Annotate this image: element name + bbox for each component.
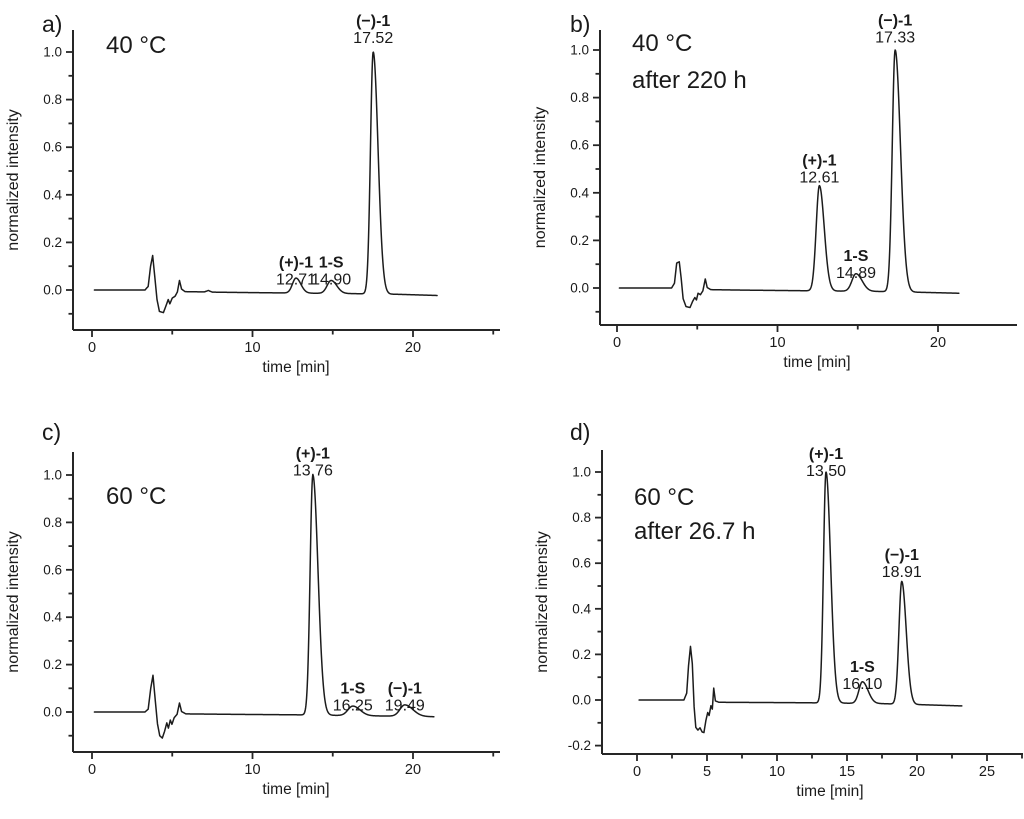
y-tick-label: 0.0 xyxy=(570,281,589,296)
panel-letter: d) xyxy=(570,419,590,445)
y-tick-label: 0.6 xyxy=(572,556,591,571)
y-tick-label: 1.0 xyxy=(43,468,62,483)
panel-letter: a) xyxy=(42,11,62,37)
x-axis-title: time [min] xyxy=(796,783,863,800)
chromatogram-svg: 0 5 10 15 20 25 1.0 0.8 0.6 0.4 0.2 0.0 -0.2 time [mi… xyxy=(534,419,1023,800)
peak-rt-label: 17.52 xyxy=(353,30,393,47)
peak-rt-label: 14.89 xyxy=(836,265,876,282)
y-tick-label: 1.0 xyxy=(572,465,591,480)
x-axis-title: time [min] xyxy=(783,354,850,371)
peak-name-label: (−)-1 xyxy=(885,547,919,564)
panel-condition-text: after 26.7 h xyxy=(634,518,755,545)
y-tick-label: 0.0 xyxy=(43,705,62,720)
x-tick-label: 10 xyxy=(769,764,785,780)
y-tick-label: 1.0 xyxy=(43,45,62,60)
y-tick-label: 0.2 xyxy=(43,657,62,672)
y-tick-label: 0.6 xyxy=(43,140,62,155)
peak-rt-label: 13.76 xyxy=(293,463,333,480)
peak-name-label: 1-S xyxy=(340,680,365,697)
y-tick-label: 0.2 xyxy=(572,647,591,662)
x-axis-title: time [min] xyxy=(262,781,329,798)
y-axis-title: normalized intensity xyxy=(534,531,551,672)
peak-name-label: 1-S xyxy=(850,659,875,676)
y-tick-label: 0.8 xyxy=(43,515,62,530)
figure-panel-d: 0 5 10 15 20 25 1.0 0.8 0.6 0.4 0.2 0.0 -0.2 time [mi… xyxy=(512,407,1024,814)
panel-letter: c) xyxy=(42,419,61,445)
x-tick-label: 25 xyxy=(979,764,995,780)
y-axis-title: normalized intensity xyxy=(532,107,549,248)
x-tick-label: 15 xyxy=(839,764,855,780)
panel-condition-text: 60 °C xyxy=(106,483,166,510)
x-tick-label: 20 xyxy=(405,762,421,778)
chromatogram-trace xyxy=(638,471,963,734)
y-tick-label: 0.0 xyxy=(572,693,591,708)
y-tick-label: -0.2 xyxy=(568,738,591,753)
y-tick-label: 0.4 xyxy=(43,610,62,625)
peak-rt-label: 12.71 xyxy=(276,272,316,289)
chromatogram-svg: 0 10 20 1.0 0.8 0.6 0.4 0.2 0.0 time [min] normali… xyxy=(5,419,500,798)
peak-rt-label: 16.10 xyxy=(842,676,882,693)
y-tick-label: 0.2 xyxy=(43,235,62,250)
peak-rt-label: 18.91 xyxy=(882,564,922,581)
x-tick-label: 0 xyxy=(633,764,641,780)
panel-condition-text: 40 °C xyxy=(632,30,692,57)
x-tick-label: 20 xyxy=(405,340,421,356)
peak-name-label: (−)-1 xyxy=(356,13,390,30)
peak-name-label: (+)-1 xyxy=(279,255,313,272)
y-axis-title: normalized intensity xyxy=(5,109,22,250)
panel-condition-text: after 220 h xyxy=(632,67,747,94)
y-tick-label: 0.4 xyxy=(572,601,591,616)
x-tick-label: 0 xyxy=(88,762,96,778)
panel-condition-text: 60 °C xyxy=(634,484,694,511)
y-tick-label: 1.0 xyxy=(570,43,589,58)
x-tick-label: 0 xyxy=(613,335,621,351)
figure-panel-c: 0 10 20 1.0 0.8 0.6 0.4 0.2 0.0 time [min] normali… xyxy=(0,407,512,814)
panel-letter: b) xyxy=(570,11,590,37)
peak-rt-label: 16.25 xyxy=(333,697,373,714)
peak-name-label: (−)-1 xyxy=(878,12,912,29)
figure-panel-b: 0 10 20 1.0 0.8 0.6 0.4 0.2 0.0 time [min] normali… xyxy=(512,0,1024,407)
panel-condition-text: 40 °C xyxy=(106,32,166,59)
y-tick-label: 0.2 xyxy=(570,233,589,248)
y-tick-label: 0.8 xyxy=(43,92,62,107)
x-tick-label: 20 xyxy=(909,764,925,780)
peak-name-label: (+)-1 xyxy=(296,446,330,463)
y-tick-label: 0.4 xyxy=(570,185,589,200)
y-tick-label: 0.0 xyxy=(43,283,62,298)
peak-rt-label: 19.49 xyxy=(385,697,425,714)
peak-rt-label: 17.33 xyxy=(875,29,915,46)
x-tick-label: 10 xyxy=(244,762,260,778)
y-tick-label: 0.8 xyxy=(570,90,589,105)
y-axis-title: normalized intensity xyxy=(5,531,22,672)
peak-rt-label: 14.90 xyxy=(311,272,351,289)
peak-name-label: 1-S xyxy=(844,248,869,265)
y-tick-label: 0.6 xyxy=(43,562,62,577)
x-tick-label: 20 xyxy=(930,335,946,351)
peak-name-label: (−)-1 xyxy=(388,680,422,697)
y-tick-label: 0.6 xyxy=(570,138,589,153)
y-tick-label: 0.4 xyxy=(43,187,62,202)
figure-panel-a: 0 10 20 1.0 0.8 0.6 0.4 0.2 0.0 time [min] normali… xyxy=(0,0,512,407)
chromatogram-trace xyxy=(618,49,960,309)
y-tick-label: 0.8 xyxy=(572,510,591,525)
x-tick-label: 10 xyxy=(244,340,260,356)
chromatogram-trace xyxy=(93,474,435,739)
peak-name-label: 1-S xyxy=(319,255,344,272)
peak-rt-label: 12.61 xyxy=(799,170,839,187)
peak-rt-label: 13.50 xyxy=(806,463,846,480)
chromatogram-svg: 0 10 20 1.0 0.8 0.6 0.4 0.2 0.0 time [min] normali… xyxy=(532,11,1017,371)
peak-name-label: (+)-1 xyxy=(809,446,843,463)
x-tick-label: 0 xyxy=(88,340,96,356)
x-tick-label: 5 xyxy=(703,764,711,780)
chromatogram-trace xyxy=(93,51,438,314)
x-axis-title: time [min] xyxy=(262,359,329,376)
chromatogram-svg: 0 10 20 1.0 0.8 0.6 0.4 0.2 0.0 time [min] normali… xyxy=(5,11,500,376)
x-tick-label: 10 xyxy=(769,335,785,351)
peak-name-label: (+)-1 xyxy=(802,153,836,170)
